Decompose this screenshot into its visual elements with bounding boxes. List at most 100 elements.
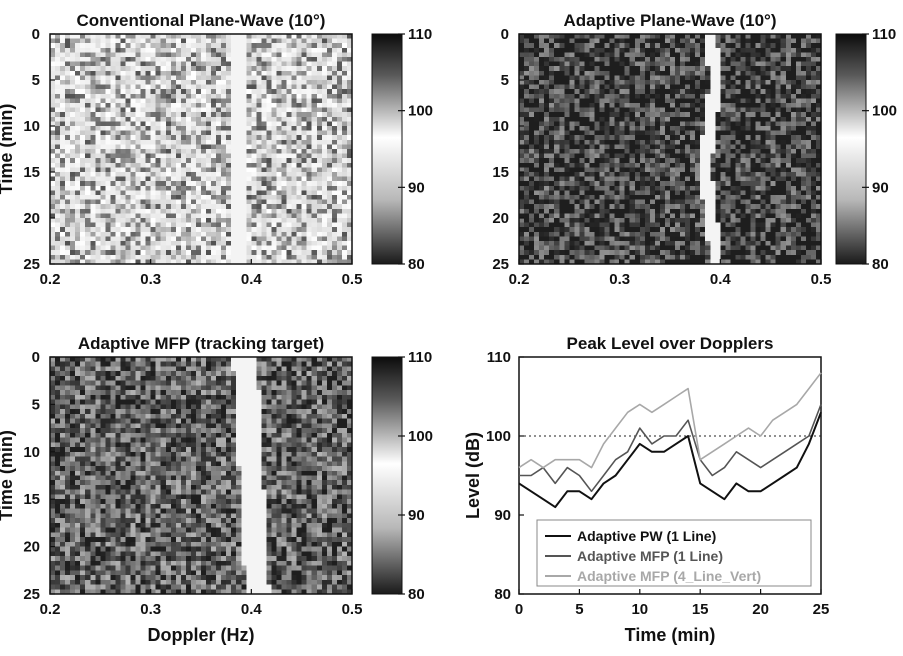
heatmap-cell: [670, 116, 676, 122]
heatmap-cell: [140, 93, 147, 99]
heatmap-cell: [175, 236, 182, 242]
heatmap-cell: [326, 107, 333, 113]
heatmap-cell: [785, 75, 792, 81]
heatmap-cell: [201, 190, 207, 196]
heatmap-cell: [276, 158, 282, 164]
heatmap-cell: [740, 57, 746, 62]
heatmap-cell: [291, 103, 298, 108]
heatmap-cell: [60, 130, 66, 136]
heatmap-cell: [715, 70, 721, 76]
heatmap-cell: [110, 176, 116, 182]
heatmap-cell: [206, 98, 212, 104]
heatmap-cell: [755, 153, 761, 159]
heatmap-cell: [65, 185, 71, 191]
heatmap-cell: [695, 84, 701, 90]
heatmap-cell: [256, 167, 262, 173]
heatmap-cell: [195, 162, 202, 168]
heatmap-cell: [241, 181, 247, 187]
heatmap-cell: [311, 130, 318, 136]
heatmap-cell: [125, 227, 131, 233]
heatmap-cell: [256, 181, 262, 187]
heatmap-cell: [659, 158, 666, 164]
heatmap-cell: [341, 204, 348, 210]
heatmap-cell: [735, 34, 741, 39]
heatmap-cell: [135, 38, 141, 44]
heatmap-cell: [296, 199, 303, 205]
heatmap-cell: [810, 103, 817, 108]
heatmap-cell: [221, 57, 227, 62]
heatmap-cell: [55, 75, 61, 81]
heatmap-cell: [760, 103, 767, 108]
heatmap-cell: [675, 80, 681, 85]
heatmap-cell: [755, 98, 761, 104]
heatmap-cell: [125, 38, 131, 44]
heatmap-cell: [266, 241, 272, 246]
heatmap-cell: [524, 172, 530, 177]
heatmap-cell: [190, 52, 197, 58]
heatmap-cell: [594, 34, 600, 39]
heatmap-cell: [135, 34, 141, 39]
heatmap-cell: [251, 52, 257, 58]
heatmap-cell: [60, 158, 66, 164]
heatmap-cell: [286, 185, 292, 191]
heatmap-cell: [316, 121, 323, 127]
heatmap-cell: [251, 245, 257, 251]
heatmap-cell: [85, 75, 91, 81]
heatmap-cell: [211, 38, 217, 44]
heatmap-cell: [301, 204, 308, 210]
heatmap-cell: [80, 98, 86, 104]
heatmap-cell: [735, 176, 741, 182]
heatmap-cell: [216, 66, 222, 72]
heatmap-cell: [301, 176, 308, 182]
heatmap-cell: [790, 43, 797, 49]
heatmap-cell: [226, 93, 232, 99]
heatmap-cell: [760, 176, 767, 182]
heatmap-cell: [614, 172, 621, 177]
heatmap-cell: [286, 98, 292, 104]
heatmap-cell: [90, 135, 96, 141]
heatmap-cell: [135, 162, 141, 168]
heatmap-cell: [100, 38, 106, 44]
heatmap-cell: [634, 89, 641, 95]
heatmap-cell: [529, 43, 535, 49]
heatmap-cell: [110, 190, 116, 196]
heatmap-cell: [619, 103, 626, 108]
heatmap-cell: [281, 107, 287, 113]
heatmap-cell: [770, 149, 777, 154]
heatmap-cell: [221, 107, 227, 113]
heatmap-cell: [180, 250, 187, 256]
heatmap-cell: [271, 254, 277, 260]
heatmap-cell: [75, 254, 81, 260]
heatmap-cell: [276, 103, 282, 108]
heatmap-cell: [120, 135, 126, 141]
heatmap-cell: [100, 144, 106, 150]
heatmap-cell: [110, 250, 116, 256]
heatmap-cell: [336, 185, 343, 191]
heatmap-cell: [594, 84, 600, 90]
heatmap-cell: [815, 162, 822, 168]
heatmap-cell: [336, 38, 343, 44]
heatmap-cell: [760, 47, 767, 53]
heatmap-cell: [170, 236, 177, 242]
heatmap-cell: [770, 43, 777, 49]
heatmap-cell: [261, 254, 267, 260]
heatmap-cell: [594, 121, 600, 127]
heatmap-cell: [544, 176, 550, 182]
heatmap-cell: [100, 121, 106, 127]
heatmap-cell: [311, 172, 318, 177]
heatmap-cell: [634, 112, 641, 118]
heatmap-cell: [599, 172, 605, 177]
heatmap-cell: [321, 172, 328, 177]
heatmap-cell: [175, 259, 182, 265]
heatmap-cell: [266, 116, 272, 122]
heatmap-cell: [311, 107, 318, 113]
heatmap-cell: [619, 84, 626, 90]
heatmap-cell: [155, 158, 162, 164]
heatmap-cell: [316, 47, 323, 53]
heatmap-cell: [185, 259, 192, 265]
heatmap-cell: [201, 245, 207, 251]
heatmap-cell: [815, 103, 822, 108]
heatmap-cell: [50, 236, 56, 242]
heatmap-cell: [730, 176, 736, 182]
heatmap-cell: [634, 167, 641, 173]
